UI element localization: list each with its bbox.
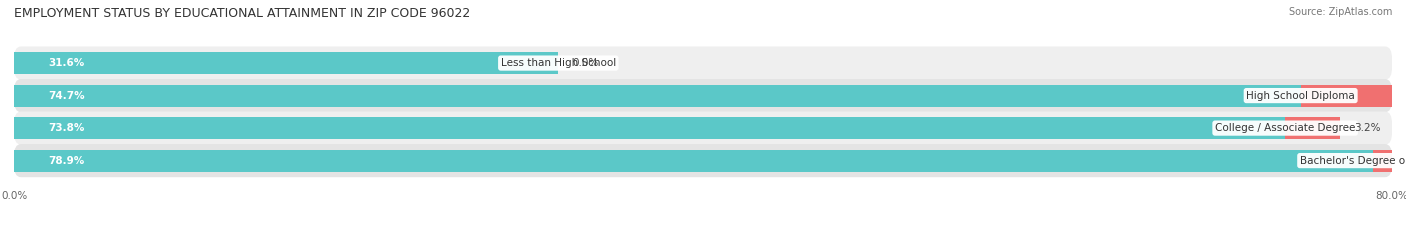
Text: EMPLOYMENT STATUS BY EDUCATIONAL ATTAINMENT IN ZIP CODE 96022: EMPLOYMENT STATUS BY EDUCATIONAL ATTAINM…: [14, 7, 471, 20]
Text: 3.2%: 3.2%: [1354, 123, 1381, 133]
Text: College / Associate Degree: College / Associate Degree: [1215, 123, 1355, 133]
FancyBboxPatch shape: [14, 144, 1392, 177]
FancyBboxPatch shape: [14, 47, 1392, 80]
Text: 78.9%: 78.9%: [48, 156, 84, 166]
Text: 0.0%: 0.0%: [572, 58, 599, 68]
Text: 31.6%: 31.6%: [48, 58, 84, 68]
FancyBboxPatch shape: [14, 79, 1392, 112]
Bar: [1374, 150, 1406, 172]
Bar: [14, 52, 558, 74]
Bar: [14, 117, 1285, 139]
Bar: [1301, 85, 1406, 107]
Bar: [1285, 117, 1340, 139]
Text: Bachelor's Degree or higher: Bachelor's Degree or higher: [1299, 156, 1406, 166]
Bar: [14, 150, 1374, 172]
Text: Source: ZipAtlas.com: Source: ZipAtlas.com: [1288, 7, 1392, 17]
Text: 73.8%: 73.8%: [48, 123, 84, 133]
Text: Less than High School: Less than High School: [501, 58, 616, 68]
Legend: In Labor Force, Unemployed: In Labor Force, Unemployed: [606, 231, 800, 233]
Bar: [14, 85, 1301, 107]
Text: High School Diploma: High School Diploma: [1246, 91, 1355, 101]
FancyBboxPatch shape: [14, 112, 1392, 145]
Text: 74.7%: 74.7%: [48, 91, 86, 101]
